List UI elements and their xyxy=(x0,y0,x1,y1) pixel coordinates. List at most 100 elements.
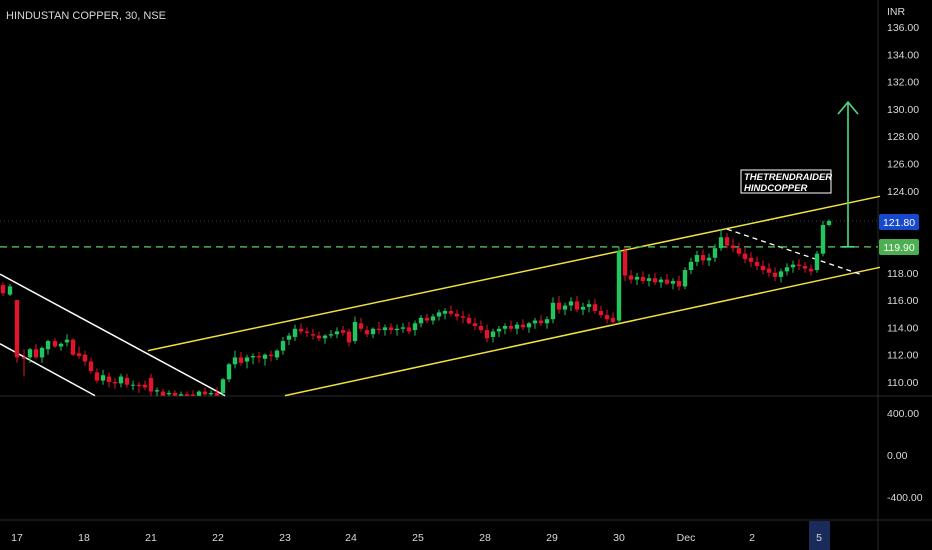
candle-body xyxy=(430,316,436,321)
candle xyxy=(604,309,610,324)
candle-body xyxy=(154,390,160,392)
candle-body xyxy=(45,341,51,350)
candle xyxy=(52,338,58,348)
candle xyxy=(328,330,334,339)
candle-body xyxy=(718,237,724,249)
candle-body xyxy=(778,271,784,277)
candle-body xyxy=(466,317,472,324)
candle-body xyxy=(574,301,580,310)
candle-body xyxy=(676,280,682,287)
candle xyxy=(250,353,256,365)
candle xyxy=(7,283,13,296)
candle xyxy=(244,354,250,369)
candle xyxy=(376,321,382,335)
candle xyxy=(760,260,766,275)
time-axis[interactable]: 17 18 21 22 23 24 25 28 29 30 Dec 2 5 xyxy=(11,521,830,550)
candle xyxy=(694,250,700,266)
candle xyxy=(472,317,478,331)
candle xyxy=(412,320,418,336)
candle-body xyxy=(496,328,502,332)
candle-body xyxy=(532,320,538,324)
candle-body xyxy=(358,323,364,329)
candle xyxy=(0,282,6,296)
candle xyxy=(460,311,466,324)
candle xyxy=(304,327,310,337)
candle xyxy=(45,339,51,355)
candle xyxy=(124,373,130,388)
candle-body xyxy=(562,305,568,310)
candle xyxy=(646,274,652,287)
candle-body xyxy=(100,375,106,381)
candle-body xyxy=(442,311,448,314)
candle xyxy=(334,327,340,339)
candle xyxy=(688,257,694,275)
candle-body xyxy=(238,357,244,363)
candle-body xyxy=(640,276,646,281)
candle xyxy=(820,220,826,257)
candle-body xyxy=(250,356,256,358)
candle xyxy=(388,323,394,335)
candle xyxy=(442,308,448,320)
candle-body xyxy=(454,313,460,317)
candle-body xyxy=(712,248,718,258)
candle xyxy=(658,276,664,288)
candle-body xyxy=(370,328,376,335)
candle-body xyxy=(796,264,802,266)
candle xyxy=(640,271,646,284)
candle xyxy=(21,349,27,377)
candle xyxy=(226,362,232,382)
candle xyxy=(406,321,412,335)
candle xyxy=(172,390,178,396)
candle-body xyxy=(136,384,142,387)
candle-body xyxy=(112,382,118,384)
candle-body xyxy=(340,330,346,333)
time-tick-label: 28 xyxy=(479,532,491,544)
price-tick-label: 136.00 xyxy=(887,22,919,34)
candle-body xyxy=(682,270,688,287)
candle xyxy=(148,373,154,396)
candle xyxy=(730,238,736,253)
candle xyxy=(502,323,508,335)
candle xyxy=(706,253,712,266)
overlays xyxy=(837,100,859,248)
candle-body xyxy=(166,392,172,395)
candle xyxy=(14,300,20,363)
candle-body xyxy=(184,394,190,396)
candle-body xyxy=(664,279,670,284)
candle xyxy=(39,346,45,363)
candle-body xyxy=(790,264,796,268)
currency-label: INR xyxy=(887,6,906,18)
candle xyxy=(778,268,784,283)
candle xyxy=(598,305,604,318)
candle-body xyxy=(196,391,202,396)
candle xyxy=(238,351,244,366)
candle xyxy=(394,324,400,336)
candle xyxy=(142,380,148,391)
candle-body xyxy=(748,257,754,262)
candle xyxy=(526,321,532,333)
candle xyxy=(358,317,364,332)
candle-body xyxy=(244,357,250,362)
candle xyxy=(610,312,616,325)
candle-body xyxy=(538,320,544,324)
candle-body xyxy=(388,327,394,331)
candle xyxy=(382,324,388,336)
candle xyxy=(418,315,424,328)
annotation-box[interactable]: THETRENDRAIDER HINDCOPPER xyxy=(740,169,832,194)
price-tick-label: 110.00 xyxy=(887,377,918,389)
oscillator-tick-label: -400.00 xyxy=(887,492,923,504)
candle-body xyxy=(39,347,45,358)
candle-body xyxy=(262,354,268,359)
candle-body xyxy=(33,349,39,358)
candle xyxy=(160,388,166,396)
time-tick-label: 5 xyxy=(816,532,822,544)
candle-body xyxy=(628,275,634,280)
candle xyxy=(118,373,124,388)
time-tick-label: 17 xyxy=(11,532,23,544)
candle xyxy=(808,264,814,276)
candle xyxy=(208,390,214,396)
candle xyxy=(592,298,598,314)
candle-body xyxy=(604,315,610,320)
candle-body xyxy=(106,376,112,382)
candle xyxy=(634,272,640,286)
